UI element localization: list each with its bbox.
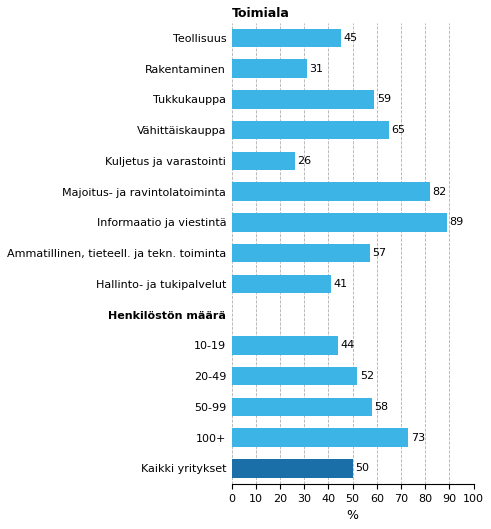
X-axis label: %: % [347,509,358,522]
Text: 44: 44 [341,340,355,350]
Text: 59: 59 [377,94,391,104]
Bar [232,152,295,170]
Bar [232,275,331,293]
Text: 73: 73 [410,433,425,443]
Bar [232,29,341,47]
Text: 45: 45 [343,33,357,43]
Bar [232,183,430,201]
Bar [232,244,370,262]
Text: 58: 58 [375,402,388,412]
Text: 82: 82 [433,187,447,197]
Bar [232,398,372,416]
Text: 50: 50 [355,463,369,473]
Text: Toimiala: Toimiala [232,7,290,20]
Text: 89: 89 [449,217,464,227]
Bar [232,59,307,78]
Text: 57: 57 [372,248,386,258]
Bar [232,90,375,108]
Bar [232,459,353,478]
Bar [232,367,357,385]
Text: 31: 31 [309,63,323,74]
Bar [232,121,389,139]
Text: 41: 41 [333,279,348,289]
Bar [232,336,338,354]
Bar [232,213,447,232]
Text: 52: 52 [360,371,374,381]
Bar [232,428,409,447]
Text: 65: 65 [391,125,406,135]
Text: 26: 26 [297,156,311,166]
